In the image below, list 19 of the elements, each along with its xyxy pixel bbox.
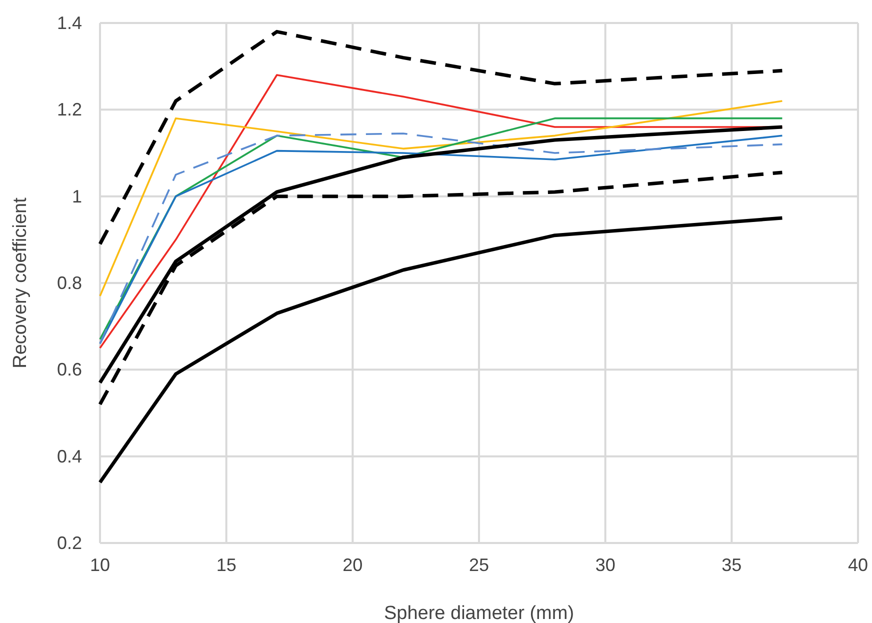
line-series: [99, 100, 784, 297]
x-tick-label: 10: [90, 555, 110, 575]
x-axis-title: Sphere diameter (mm): [384, 603, 574, 623]
y-tick-label: 0.6: [56, 360, 82, 380]
line-series: [98, 30, 784, 246]
line-series: [98, 216, 784, 484]
x-tick-label: 25: [468, 555, 490, 575]
x-tick-label: 15: [216, 555, 236, 575]
x-tick-label: 35: [722, 555, 742, 575]
y-tick-label: 0.8: [56, 273, 82, 293]
y-tick-label: 1.4: [56, 13, 82, 33]
y-tick-label: 0.4: [56, 446, 82, 466]
x-tick-label: 40: [848, 555, 868, 575]
y-tick-label: 1.2: [56, 100, 82, 120]
y-axis-title: Recovery coefficient: [10, 196, 31, 368]
x-tick-label: 20: [342, 555, 363, 575]
x-tick-label: 30: [595, 555, 616, 575]
y-tick-label: 0.2: [56, 533, 82, 553]
y-tick-label: 1: [72, 186, 82, 206]
